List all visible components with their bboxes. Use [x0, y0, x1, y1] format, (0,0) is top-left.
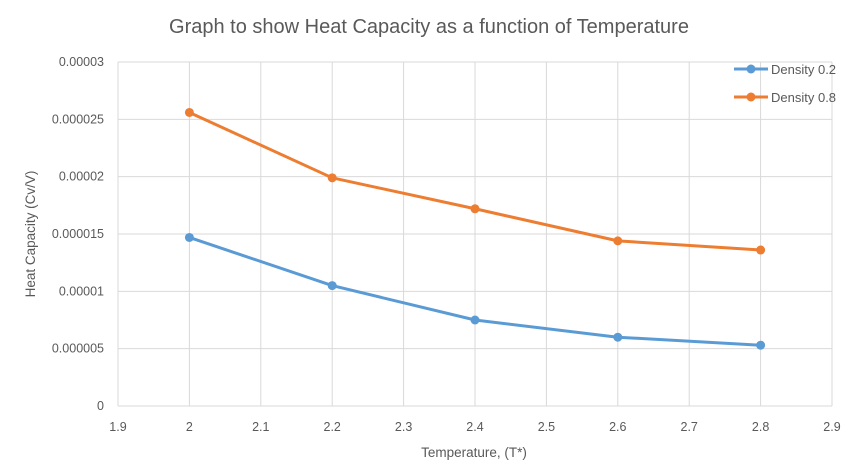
series-density-0-8 — [184, 107, 766, 255]
data-point — [613, 332, 623, 342]
y-tick-label: 0.000005 — [52, 342, 104, 356]
y-tick-label: 0.000025 — [52, 112, 104, 126]
x-tick-label: 2.2 — [324, 420, 341, 434]
y-tick-label: 0.00003 — [59, 55, 104, 69]
legend-marker — [746, 92, 756, 102]
gridlines — [117, 61, 833, 407]
y-axis-title: Heat Capacity (Cv/V) — [23, 171, 38, 298]
data-point — [184, 107, 194, 117]
legend-item: Density 0.2 — [734, 62, 836, 77]
x-tick-label: 2.5 — [538, 420, 555, 434]
y-tick-label: 0.000015 — [52, 227, 104, 241]
x-tick-label: 2.9 — [823, 420, 840, 434]
data-point — [470, 315, 480, 325]
data-point — [470, 204, 480, 214]
x-tick-label: 2.4 — [466, 420, 483, 434]
legend-marker — [746, 64, 756, 74]
x-tick-label: 2.8 — [752, 420, 769, 434]
x-tick-label: 2 — [186, 420, 193, 434]
data-point — [613, 236, 623, 246]
data-point — [756, 340, 766, 350]
y-tick-label: 0.00002 — [59, 170, 104, 184]
y-tick-label: 0 — [97, 399, 104, 413]
y-axis-ticks: 0 0.000005 0.00001 0.000015 0.00002 0.000025 0… — [52, 55, 104, 413]
legend-label: Density 0.2 — [771, 62, 836, 77]
x-tick-label: 2.6 — [609, 420, 626, 434]
x-tick-label: 2.1 — [252, 420, 269, 434]
x-tick-label: 2.3 — [395, 420, 412, 434]
data-point — [756, 245, 766, 255]
legend-item: Density 0.8 — [734, 90, 836, 105]
x-axis-title: Temperature, (T*) — [421, 445, 527, 460]
x-tick-label: 2.7 — [681, 420, 698, 434]
x-axis-ticks: 1.9 2 2.1 2.2 2.3 2.4 2.5 2.6 2.7 2.8 2.9 — [109, 420, 840, 434]
legend-label: Density 0.8 — [771, 90, 836, 105]
x-tick-label: 1.9 — [109, 420, 126, 434]
y-tick-label: 0.00001 — [59, 284, 104, 298]
series-group — [184, 107, 766, 350]
data-point — [327, 281, 337, 291]
data-point — [327, 173, 337, 183]
series-density-0-2 — [184, 232, 766, 350]
legend: Density 0.2 Density 0.8 — [734, 62, 836, 105]
chart-title: Graph to show Heat Capacity as a functio… — [169, 16, 689, 38]
data-point — [184, 232, 194, 242]
